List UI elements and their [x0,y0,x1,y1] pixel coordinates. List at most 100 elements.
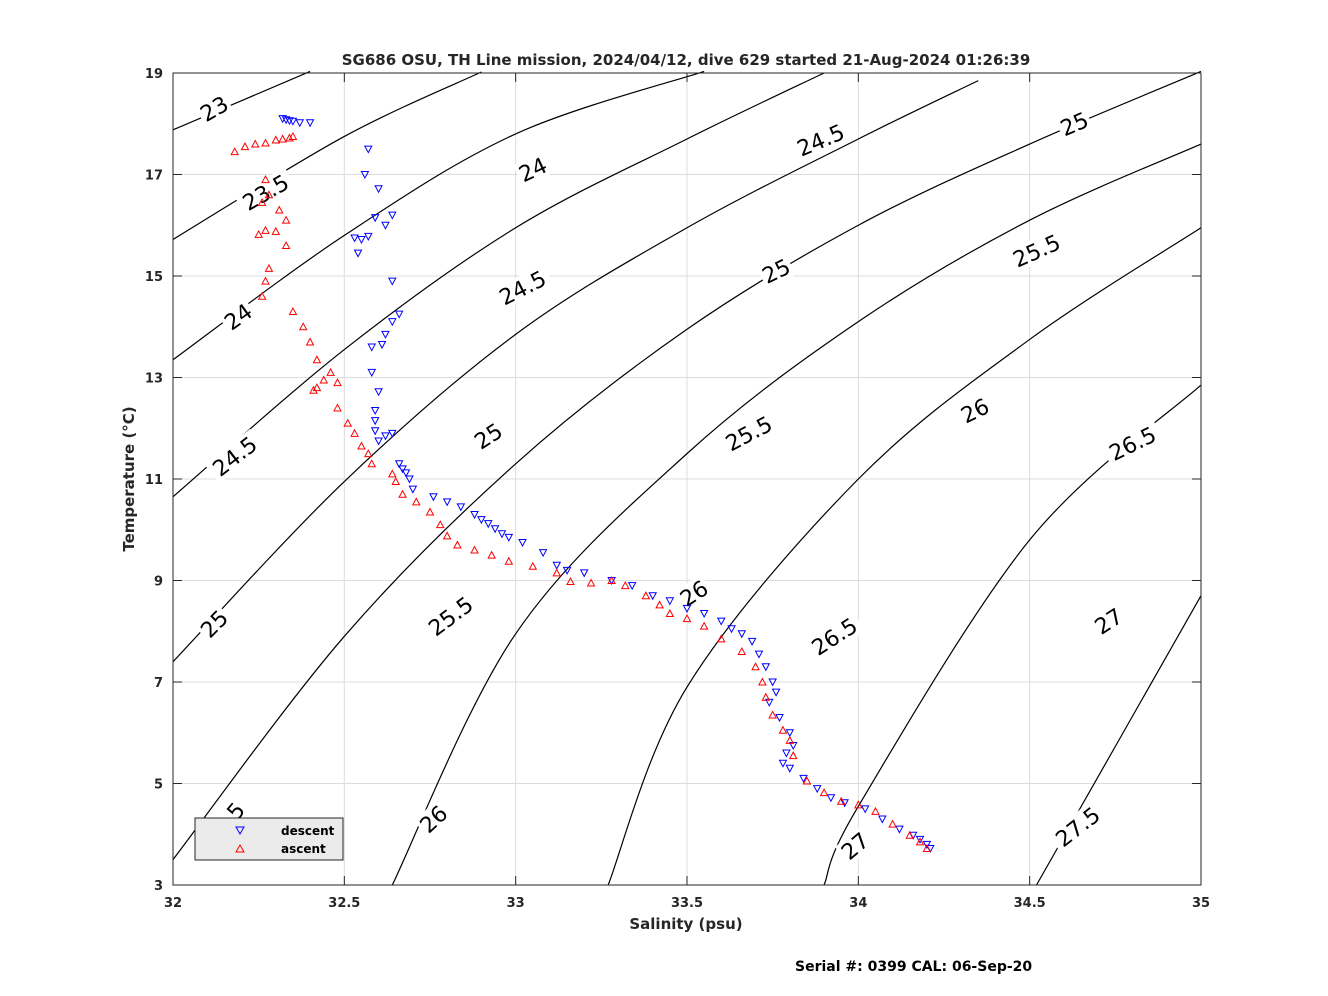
descent-point [761,663,771,672]
descent-point [665,597,675,606]
ascent-point [264,263,274,272]
ascent-point [435,520,445,529]
ascent-point [836,796,846,805]
descent-point [295,119,305,128]
descent-point [401,469,411,478]
x-tick-label: 33 [507,896,525,911]
ascent-point [250,139,260,148]
ascent-point [470,545,479,554]
ascent-point [655,600,664,609]
descent-point [281,116,291,125]
ascent-point [504,556,514,565]
ascent-point [343,418,353,427]
descent-point [381,330,390,339]
descent-point [826,794,836,803]
ascent-point [288,306,298,316]
ascent-point [586,578,596,587]
ascent-point [271,135,281,144]
ascent-point [363,449,373,458]
gridlines [173,73,1201,885]
descent-point [278,115,287,124]
legend-descent-marker [235,826,245,836]
x-tick-label: 33.5 [671,896,703,911]
ascent-point [442,531,452,540]
ascent-point [682,614,692,623]
descent-point [754,650,764,659]
y-tick-label: 15 [145,270,163,285]
contour-line-27-5 [1035,595,1202,886]
ascent-point [915,837,925,846]
ascent-point [487,550,497,559]
ascent-point [319,375,329,384]
descent-point [775,714,784,723]
ascent-point [398,489,407,498]
ascent-point [333,378,342,387]
contour-label-bg [717,409,780,458]
contour-label-bg [513,151,553,188]
contour-line-23-5 [172,71,482,240]
contour-line-23 [172,70,311,131]
descent-point [398,465,407,474]
descent-point [367,368,377,377]
contour-label-bg [420,588,481,644]
x-tick-label: 32.5 [328,896,360,911]
descent-point [363,145,373,154]
ascent-point [620,581,630,590]
ascent-point [853,800,863,809]
descent-point [381,432,390,441]
legend-descent-label: descent [281,824,335,838]
chart-title: SG686 OSU, TH Line mission, 2024/04/12, … [342,51,1031,69]
ascent-point [778,725,788,734]
y-tick-label: 7 [154,676,163,691]
descent-point [360,171,370,180]
ascent-point [350,428,359,437]
descent-point [470,511,479,520]
ascent-point [387,469,397,478]
ascent-point [888,819,897,828]
descent-point [456,503,466,512]
descent-point [922,840,932,849]
data-markers [230,115,935,854]
legend: descent ascent [194,817,344,861]
descent-point [768,678,778,687]
ascent-point [312,383,322,392]
ascent-point [281,215,291,224]
contour-line-26-5 [607,227,1202,886]
ascent-point [305,337,315,346]
ascent-point [261,138,270,147]
ascent-point [281,240,291,250]
contour-label-bg [491,263,554,312]
contour-label-bg [218,297,259,336]
descent-point [377,341,387,350]
ascent-point [285,133,294,142]
descent-point [370,427,380,436]
ascent-point [607,575,616,584]
ascent-point [716,634,726,643]
ascent-point [922,843,932,852]
ascent-point [312,355,322,364]
descent-point [812,785,822,794]
ascent-point [641,591,651,600]
legend-box [194,817,344,861]
descent-point [785,729,795,738]
descent-point [387,211,397,220]
descent-point [387,429,397,438]
descent-point [357,235,366,245]
ascent-point [788,751,798,760]
descent-point [442,498,452,507]
contour-label-bg [1101,419,1164,467]
legend-ascent-marker [235,843,245,853]
contour-line-25-5 [172,70,1202,860]
descent-point [799,774,808,783]
descent-point [374,388,383,397]
ascent-point [665,608,675,617]
contour-label-bg [194,90,234,127]
descent-point [562,566,572,575]
descent-point [579,569,589,578]
y-axis-label: Temperature (°C) [120,406,138,551]
ascent-point [230,147,240,156]
descent-point [483,520,493,529]
descent-point [370,417,380,426]
contour-line-26 [391,143,1202,886]
contour-label-bg [834,826,875,866]
